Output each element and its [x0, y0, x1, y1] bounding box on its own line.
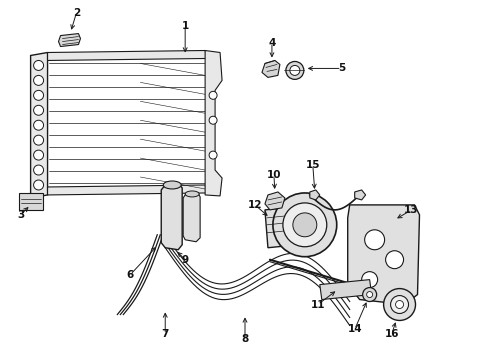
- Ellipse shape: [185, 191, 199, 197]
- Circle shape: [384, 289, 416, 320]
- Circle shape: [34, 180, 44, 190]
- Text: 11: 11: [311, 300, 325, 310]
- Circle shape: [283, 203, 327, 247]
- Circle shape: [365, 230, 385, 250]
- Text: 14: 14: [347, 324, 362, 334]
- Circle shape: [34, 105, 44, 115]
- Text: 10: 10: [267, 170, 281, 180]
- Circle shape: [34, 60, 44, 71]
- Polygon shape: [48, 50, 207, 60]
- Circle shape: [290, 66, 300, 75]
- Circle shape: [209, 151, 217, 159]
- Polygon shape: [19, 193, 43, 210]
- Circle shape: [34, 120, 44, 130]
- Text: 12: 12: [248, 200, 262, 210]
- Text: 1: 1: [182, 21, 189, 31]
- Circle shape: [34, 135, 44, 145]
- Circle shape: [34, 165, 44, 175]
- Text: 15: 15: [306, 160, 320, 170]
- Text: 9: 9: [182, 255, 189, 265]
- Circle shape: [363, 288, 377, 302]
- Polygon shape: [265, 192, 285, 210]
- Text: 5: 5: [338, 63, 345, 73]
- Circle shape: [362, 272, 378, 288]
- Polygon shape: [205, 50, 222, 196]
- Text: 6: 6: [127, 270, 134, 280]
- Polygon shape: [348, 205, 419, 305]
- Circle shape: [395, 301, 404, 309]
- Text: 13: 13: [404, 205, 419, 215]
- Ellipse shape: [163, 181, 181, 189]
- Polygon shape: [262, 60, 280, 77]
- Polygon shape: [48, 185, 207, 195]
- Circle shape: [273, 193, 337, 257]
- Text: 7: 7: [162, 329, 169, 339]
- Polygon shape: [58, 33, 80, 46]
- Polygon shape: [161, 183, 182, 250]
- Text: 16: 16: [384, 329, 399, 339]
- Circle shape: [286, 62, 304, 80]
- Circle shape: [391, 296, 409, 314]
- Circle shape: [34, 150, 44, 160]
- Circle shape: [293, 213, 317, 237]
- Text: 4: 4: [268, 37, 275, 48]
- Circle shape: [209, 91, 217, 99]
- Text: 3: 3: [17, 210, 24, 220]
- Polygon shape: [310, 190, 320, 200]
- Circle shape: [34, 90, 44, 100]
- Circle shape: [386, 251, 404, 269]
- Polygon shape: [320, 280, 371, 300]
- Circle shape: [34, 75, 44, 85]
- Circle shape: [209, 116, 217, 124]
- Polygon shape: [183, 193, 200, 242]
- Polygon shape: [265, 207, 298, 248]
- Text: 2: 2: [73, 8, 80, 18]
- Polygon shape: [30, 53, 48, 198]
- Polygon shape: [355, 190, 366, 200]
- Text: 8: 8: [242, 334, 248, 345]
- Circle shape: [367, 292, 372, 298]
